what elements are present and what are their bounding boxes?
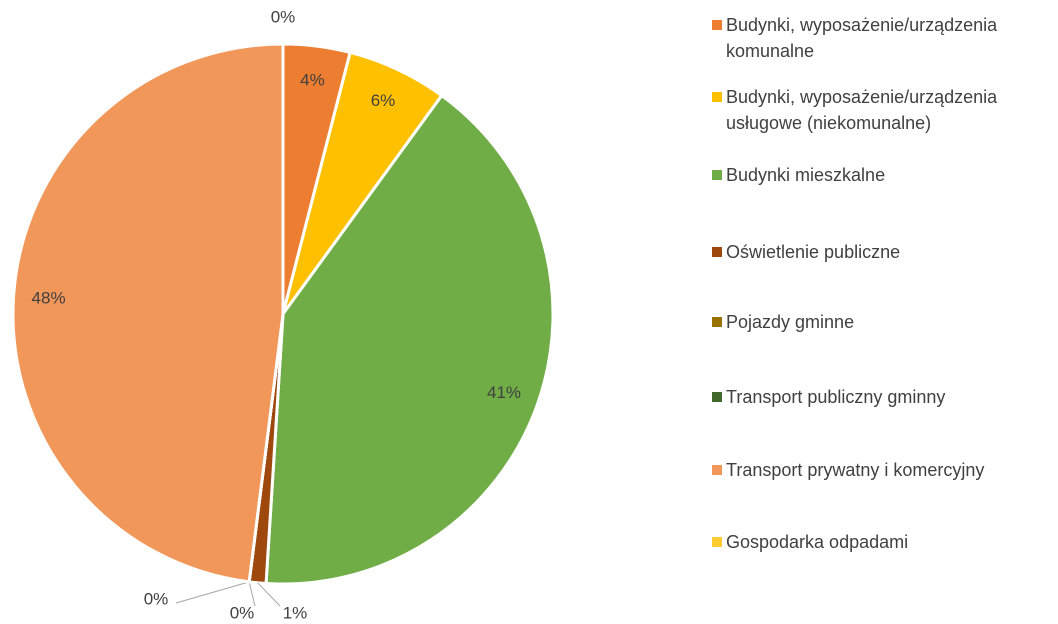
legend-label: Oświetlenie publiczne [726, 242, 901, 262]
pie-slice [11, 42, 285, 584]
pie-area: 4% 6% 41% 1% 0% 0% 48% 0% [11, 7, 555, 622]
leader-line [257, 582, 281, 607]
legend-swatch [712, 92, 722, 102]
data-label: 0% [230, 603, 255, 622]
legend-item: Gospodarka odpadami [712, 529, 1022, 555]
data-label: 1% [283, 603, 308, 622]
data-label: 48% [32, 289, 66, 308]
legend-swatch [712, 317, 722, 327]
legend-swatch [712, 247, 722, 257]
data-label: 0% [271, 7, 296, 26]
legend-label: Transport prywatny i komercyjny [726, 460, 985, 480]
legend-label: Budynki, wyposażenie/urządzenia usługowe… [726, 87, 998, 133]
pie-slice [264, 93, 555, 586]
legend-item: Transport prywatny i komercyjny [712, 457, 1022, 483]
legend-item: Transport publiczny gminny [712, 384, 1022, 410]
data-label: 0% [144, 589, 169, 608]
data-label: 6% [371, 91, 396, 110]
legend-item: Budynki mieszkalne [712, 162, 1022, 188]
legend-swatch [712, 465, 722, 475]
leader-line [175, 581, 250, 604]
legend-item: Oświetlenie publiczne [712, 239, 1022, 265]
legend-item: Budynki, wyposażenie/urządzenia komunaln… [712, 12, 1022, 64]
legend-swatch [712, 537, 722, 547]
leader-line [248, 581, 256, 607]
legend-item: Pojazdy gminne [712, 309, 1022, 335]
legend-label: Budynki mieszkalne [726, 165, 886, 185]
legend-label: Budynki, wyposażenie/urządzenia komunaln… [726, 15, 998, 61]
data-label: 41% [487, 383, 521, 402]
legend-item: Budynki, wyposażenie/urządzenia usługowe… [712, 84, 1022, 136]
legend-label: Pojazdy gminne [726, 312, 855, 332]
legend-label: Gospodarka odpadami [726, 532, 909, 552]
legend-swatch [712, 20, 722, 30]
legend-swatch [712, 170, 722, 180]
legend-swatch [712, 392, 722, 402]
legend-label: Transport publiczny gminny [726, 387, 946, 407]
data-label: 4% [300, 70, 325, 89]
